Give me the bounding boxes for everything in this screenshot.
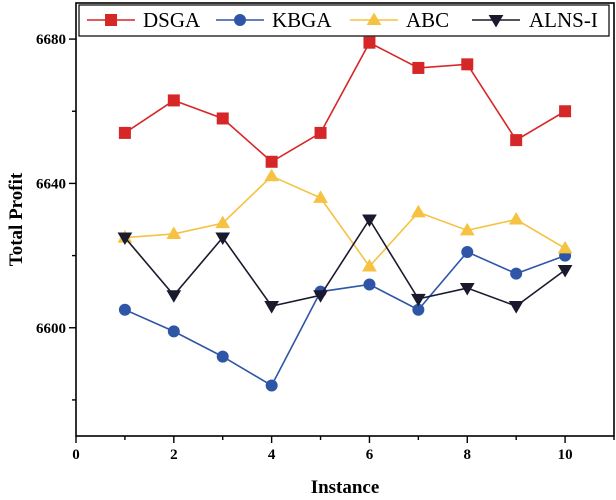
data-point-alns-i bbox=[508, 301, 524, 314]
series-line-kbga bbox=[124, 251, 566, 387]
x-axis: 0 2 4 6 8 10 bbox=[72, 436, 615, 463]
series-line-abc bbox=[124, 175, 566, 268]
data-point-alns-i bbox=[264, 301, 280, 314]
data-point-alns-i bbox=[557, 264, 573, 278]
data-point-abc bbox=[508, 212, 524, 225]
x-tick-label: 2 bbox=[170, 447, 178, 463]
series-line-dsga bbox=[124, 41, 566, 163]
legend-item-dsga: DSGA bbox=[87, 8, 201, 32]
y-tick-label: 6600 bbox=[36, 321, 66, 337]
data-point-abc bbox=[410, 204, 426, 218]
data-point-abc bbox=[166, 226, 182, 239]
data-point-abc bbox=[362, 258, 377, 272]
y-axis: 6600 6640 6680 bbox=[36, 32, 76, 401]
x-tick-label: 4 bbox=[268, 447, 276, 463]
data-point-kbga bbox=[510, 267, 523, 280]
legend: DSGA KBGA ABC ALNS-I bbox=[78, 4, 610, 37]
y-tick-label: 6680 bbox=[36, 32, 66, 48]
data-point-alns-i bbox=[117, 232, 133, 246]
legend-marker bbox=[488, 14, 504, 28]
legend-label: ABC bbox=[406, 8, 449, 32]
data-point-kbga bbox=[167, 325, 180, 338]
legend-box bbox=[78, 4, 610, 37]
legend-marker bbox=[366, 12, 382, 26]
data-point-dsga bbox=[559, 105, 572, 118]
data-point-abc bbox=[459, 222, 475, 236]
data-point-abc bbox=[313, 190, 328, 203]
x-tick-label: 10 bbox=[558, 447, 573, 463]
data-point-abc bbox=[557, 240, 573, 254]
data-point-kbga bbox=[216, 350, 229, 363]
data-point-alns-i bbox=[166, 290, 182, 303]
series-layer bbox=[117, 36, 573, 392]
data-point-abc bbox=[264, 168, 280, 182]
y-axis-title: Total Profit bbox=[6, 172, 27, 266]
series-line-alns-i bbox=[124, 218, 566, 307]
data-point-dsga bbox=[412, 61, 425, 74]
plot-frame bbox=[75, 2, 615, 437]
x-tick-label: 6 bbox=[366, 447, 374, 463]
data-point-dsga bbox=[216, 112, 229, 125]
data-point-dsga bbox=[461, 58, 474, 71]
data-point-alns-i bbox=[215, 232, 231, 246]
legend-label: DSGA bbox=[143, 8, 201, 32]
x-tick-label: 0 bbox=[72, 447, 80, 463]
y-tick-label: 6640 bbox=[36, 176, 66, 192]
data-point-dsga bbox=[314, 126, 327, 139]
legend-label: ALNS-I bbox=[529, 8, 598, 32]
series-alns-i bbox=[117, 214, 573, 314]
data-point-kbga bbox=[265, 379, 278, 392]
series-dsga bbox=[118, 36, 572, 168]
data-point-kbga bbox=[461, 245, 474, 258]
legend-item-abc: ABC bbox=[350, 8, 449, 32]
data-point-alns-i bbox=[362, 214, 377, 227]
data-point-alns-i bbox=[313, 290, 328, 303]
x-tick-label: 8 bbox=[464, 447, 472, 463]
data-point-dsga bbox=[265, 155, 278, 168]
data-point-alns-i bbox=[459, 283, 475, 296]
data-point-alns-i bbox=[410, 293, 426, 307]
legend-marker bbox=[234, 14, 246, 26]
x-axis-title: Instance bbox=[311, 477, 380, 498]
data-point-dsga bbox=[118, 126, 131, 139]
legend-item-alns-i: ALNS-I bbox=[472, 8, 598, 32]
data-point-dsga bbox=[363, 36, 376, 49]
series-kbga bbox=[118, 245, 572, 392]
data-point-dsga bbox=[167, 94, 180, 107]
data-point-kbga bbox=[363, 278, 376, 291]
data-point-abc bbox=[215, 215, 231, 229]
legend-item-kbga: KBGA bbox=[216, 8, 332, 32]
data-point-dsga bbox=[510, 134, 523, 147]
legend-marker bbox=[105, 14, 117, 26]
series-abc bbox=[117, 168, 573, 272]
legend-label: KBGA bbox=[272, 8, 332, 32]
data-point-kbga bbox=[118, 303, 131, 316]
plot-border bbox=[75, 2, 615, 437]
